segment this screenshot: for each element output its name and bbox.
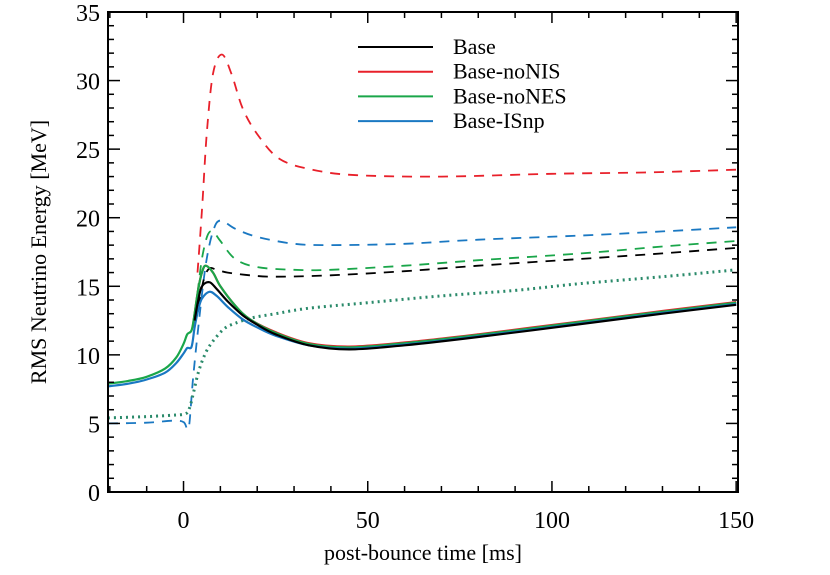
legend-item: Base-noNES [358,83,567,108]
series-base-nones-dashed [196,230,737,294]
series-base-isnp-dashed [108,219,737,431]
y-tick-label: 25 [76,138,100,164]
series-base-solid [193,281,737,351]
x-tick-label: 50 [356,508,380,534]
legend-label: Base [453,34,496,59]
axes: 0 50 100 150 0 5 10 15 20 25 30 35 [76,1,754,534]
legend-label: Base-ISnp [453,108,545,133]
x-tick-label: 100 [534,508,570,534]
legend-label: Base-noNIS [453,59,561,84]
y-tick-label: 15 [76,275,100,301]
x-axis-title: post-bounce time [ms] [324,540,522,565]
y-tick-label: 35 [76,1,100,27]
legend-item: Base-ISnp [358,108,545,133]
y-tick-label: 20 [76,207,100,233]
y-tick-label: 10 [76,344,100,370]
series-base-nones-solid [108,264,737,385]
series-base-nonis-dashed [196,53,737,273]
x-tick-label: 150 [718,508,754,534]
y-tick-label: 0 [88,481,100,507]
y-tick-label: 5 [88,412,100,438]
series-base-isnp-solid [108,290,737,388]
plot-area [108,53,737,431]
legend-label: Base-noNES [453,83,567,108]
y-tick-label: 30 [76,70,100,96]
plot-frame [107,11,739,493]
legend-item: Base-noNIS [358,59,561,84]
x-tick-label: 0 [178,508,190,534]
series-base-dashed [197,247,737,308]
legend-item: Base [358,34,496,59]
y-axis-title: RMS Neutrino Energy [MeV] [26,120,51,384]
